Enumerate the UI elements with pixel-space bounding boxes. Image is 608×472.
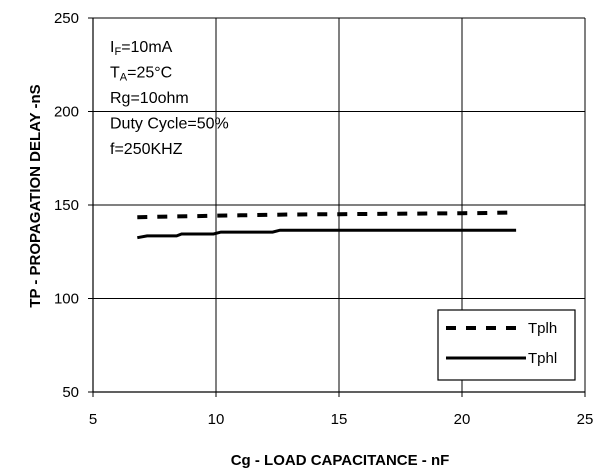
series-line-tplh <box>137 210 512 220</box>
annotation-text-part: =25°C <box>127 65 172 82</box>
x-tick-label: 10 <box>208 411 225 428</box>
y-tick-label: 200 <box>54 104 79 121</box>
y-tick-label: 50 <box>62 384 79 401</box>
condition-annotation: TA=25°C <box>110 65 172 84</box>
condition-annotation: IF=10mA <box>110 39 173 58</box>
annotation-text-part: Duty Cycle=50% <box>110 116 229 133</box>
x-tick-label: 25 <box>577 411 594 428</box>
annotation-text-part: f=250KHZ <box>110 141 183 158</box>
subscript-text: A <box>120 72 128 84</box>
y-tick-label: 100 <box>54 291 79 308</box>
axis-layer: 5 10 15 20 25 50 100 150 200 250 <box>54 10 593 428</box>
legend-layer: Tplh Tphl <box>437 309 576 381</box>
legend-label: Tplh <box>528 320 557 337</box>
legend-label: Tphl <box>528 350 557 367</box>
x-tick-label: 5 <box>89 411 97 428</box>
legend-box <box>437 309 576 381</box>
series-layer <box>137 210 517 240</box>
grid-layer <box>93 17 586 392</box>
annotation-text-part: Rg=10ohm <box>110 90 189 107</box>
subscript-text: F <box>114 46 121 58</box>
y-tick-label: 150 <box>54 197 79 214</box>
annotation-text-part: =10mA <box>121 39 172 56</box>
condition-annotation: f=250KHZ <box>110 141 183 158</box>
annotation-text-part: T <box>110 65 120 82</box>
condition-annotation: Duty Cycle=50% <box>110 116 229 133</box>
series-line-tphl <box>137 228 517 240</box>
x-tick-label: 15 <box>331 411 348 428</box>
condition-annotation: Rg=10ohm <box>110 90 189 107</box>
annotation-text-part: I <box>110 39 114 56</box>
y-tick-label: 250 <box>54 10 79 27</box>
y-axis-title: TP - PROPAGATION DELAY -nS <box>27 84 44 307</box>
x-tick-label: 20 <box>454 411 471 428</box>
x-axis-title: Cg - LOAD CAPACITANCE - nF <box>231 452 450 469</box>
